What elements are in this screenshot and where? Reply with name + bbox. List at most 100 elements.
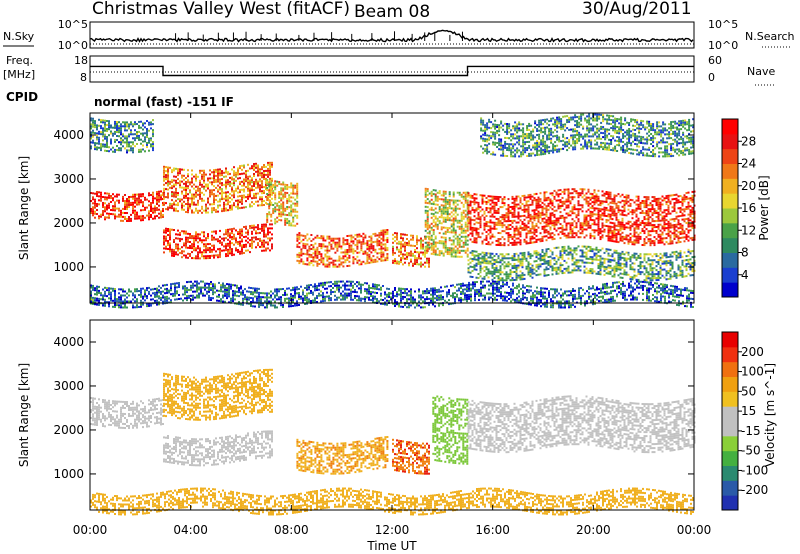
scatter-cell <box>464 237 467 240</box>
scatter-cell <box>286 202 289 204</box>
scatter-cell <box>641 210 644 212</box>
scatter-cell <box>493 227 496 230</box>
noise-left-tick-bottom: 10^0 <box>58 39 88 52</box>
scatter-cell <box>503 279 506 282</box>
scatter-cell <box>679 254 682 257</box>
scatter-cell <box>519 262 522 265</box>
scatter-cell <box>613 212 616 215</box>
scatter-cell <box>257 168 259 171</box>
scatter-cell <box>312 264 315 267</box>
scatter-cell <box>477 201 480 204</box>
scatter-cell <box>231 204 233 207</box>
scatter-cell <box>609 231 612 234</box>
scatter-cell <box>150 194 152 196</box>
scatter-cell <box>527 196 530 199</box>
scatter-cell <box>247 197 249 200</box>
scatter-cell <box>132 201 134 204</box>
scatter-cell <box>533 215 536 218</box>
scatter-cell <box>679 256 682 259</box>
scatter-cell <box>412 254 414 257</box>
scatter-cell <box>545 213 548 216</box>
scatter-cell <box>575 224 578 227</box>
scatter-cell <box>691 208 694 211</box>
scatter-cell <box>543 262 546 265</box>
scatter-cell <box>515 252 518 255</box>
scatter-cell <box>595 195 598 198</box>
scatter-cell <box>241 228 243 231</box>
scatter-cell <box>360 243 363 246</box>
scatter-cell <box>163 237 165 240</box>
scatter-cell <box>432 251 435 254</box>
scatter-cell <box>424 235 427 238</box>
scatter-cell <box>386 237 389 239</box>
scatter-cell <box>593 258 596 261</box>
scatter-cell <box>469 212 472 215</box>
scatter-cell <box>565 188 568 191</box>
scatter-cell <box>213 177 215 180</box>
scatter-cell <box>619 264 622 267</box>
scatter-cell <box>263 176 265 178</box>
scatter-cell <box>579 192 582 195</box>
scatter-cell <box>623 253 626 256</box>
scatter-cell <box>659 264 662 267</box>
scatter-cell <box>322 263 325 266</box>
scatter-cell <box>199 193 201 196</box>
scatter-cell <box>649 234 652 237</box>
scatter-cell <box>617 229 620 232</box>
scatter-cell <box>521 266 524 269</box>
scatter-cell <box>571 257 574 260</box>
scatter-cell <box>124 206 126 208</box>
scatter-cell <box>609 191 612 194</box>
scatter-cell <box>177 249 179 252</box>
scatter-cell <box>462 227 465 230</box>
scatter-cell <box>651 208 654 211</box>
scatter-cell <box>272 212 275 214</box>
scatter-cell <box>197 203 199 206</box>
scatter-cell <box>286 208 289 210</box>
scatter-cell <box>175 247 177 250</box>
scatter-cell <box>322 245 325 248</box>
scatter-cell <box>106 216 108 219</box>
scatter-cell <box>643 196 646 199</box>
scatter-cell <box>253 163 255 165</box>
scatter-cell <box>217 180 219 183</box>
scatter-cell <box>267 243 269 246</box>
scatter-cell <box>589 226 592 229</box>
scatter-cell <box>211 234 213 237</box>
scatter-cell <box>661 233 664 236</box>
scatter-cell <box>462 209 465 212</box>
scatter-cell <box>452 201 455 204</box>
scatter-cell <box>633 274 636 277</box>
scatter-cell <box>555 193 558 196</box>
scatter-cell <box>513 271 516 273</box>
scatter-cell <box>171 193 173 196</box>
scatter-cell <box>649 204 652 207</box>
scatter-cell <box>207 201 209 204</box>
scatter-cell <box>270 181 273 184</box>
scatter-cell <box>483 277 486 280</box>
scatter-cell <box>667 270 670 272</box>
scatter-cell <box>471 234 474 237</box>
scatter-cell <box>497 240 500 242</box>
scatter-cell <box>539 206 542 209</box>
scatter-cell <box>362 240 365 243</box>
scatter-cell <box>420 263 422 266</box>
scatter-cell <box>227 171 229 174</box>
scatter-cell <box>362 232 365 235</box>
scatter-cell <box>292 186 295 189</box>
scatter-cell <box>199 191 201 194</box>
scatter-cell <box>515 203 518 206</box>
scatter-cell <box>627 253 630 256</box>
scatter-cell <box>675 217 678 220</box>
scatter-cell <box>217 248 219 251</box>
scatter-cell <box>471 270 474 272</box>
scatter-cell <box>454 231 457 234</box>
scatter-cell <box>665 270 668 273</box>
scatter-cell <box>197 233 199 236</box>
scatter-cell <box>225 193 227 196</box>
scatter-cell <box>227 179 229 182</box>
scatter-cell <box>360 245 363 248</box>
scatter-cell <box>346 235 349 237</box>
scatter-cell <box>671 263 674 266</box>
scatter-cell <box>525 208 528 211</box>
